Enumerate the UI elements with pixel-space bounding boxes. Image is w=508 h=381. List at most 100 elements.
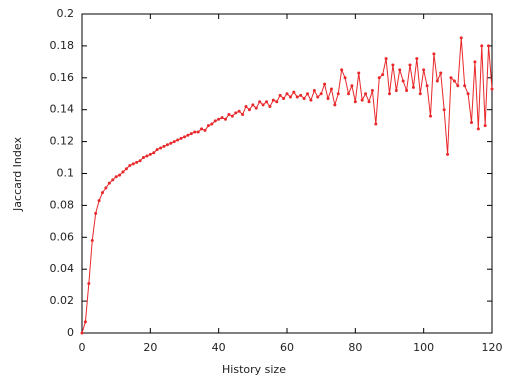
data-point [145, 154, 149, 158]
y-tick-label: 0.2 [57, 7, 75, 20]
y-axis-label: Jaccard Index [11, 137, 24, 212]
data-point [94, 211, 98, 215]
plot-frame [81, 13, 493, 334]
data-point [316, 95, 320, 99]
x-tick-label: 40 [212, 341, 226, 354]
data-point [278, 93, 282, 97]
data-point [473, 60, 477, 64]
y-tick-label: 0.04 [50, 262, 75, 275]
data-point [200, 127, 204, 131]
data-point [230, 114, 234, 118]
data-point [357, 71, 361, 75]
data-point [227, 112, 231, 116]
data-point [336, 92, 340, 96]
y-tick-label: 0.1 [57, 167, 75, 180]
data-point [169, 141, 173, 145]
data-point [446, 152, 450, 156]
data-point [329, 87, 333, 91]
data-point [224, 117, 227, 121]
data-point [343, 76, 347, 80]
data-point [391, 63, 395, 67]
data-point [480, 44, 484, 48]
x-tick-label: 80 [348, 341, 362, 354]
data-point [210, 122, 214, 126]
data-point [128, 164, 132, 168]
data-point [340, 68, 344, 72]
data-point [172, 140, 176, 144]
data-point [131, 162, 135, 166]
data-point [265, 100, 268, 104]
data-point [234, 111, 238, 115]
data-point [312, 89, 316, 93]
data-point [466, 92, 470, 96]
data-point [394, 89, 398, 93]
data-point [213, 119, 217, 123]
data-point [176, 138, 180, 142]
y-tick-label: 0.18 [50, 39, 75, 52]
data-point [295, 95, 299, 99]
data-point [90, 238, 94, 242]
data-point [83, 320, 87, 324]
data-point [288, 95, 292, 99]
data-point [206, 124, 210, 128]
data-point [309, 98, 313, 102]
data-point [347, 92, 350, 96]
data-point [422, 68, 426, 72]
x-tick-label: 20 [143, 341, 157, 354]
data-point [452, 79, 456, 83]
data-point [323, 82, 327, 86]
data-point [374, 122, 378, 126]
data-point [360, 98, 364, 102]
data-point [381, 73, 385, 77]
data-point [148, 152, 152, 156]
data-point [268, 105, 272, 109]
data-point [405, 89, 409, 93]
data-point [193, 130, 197, 134]
data-point [203, 128, 207, 132]
y-tick-label: 0.12 [50, 135, 75, 148]
data-point [384, 57, 388, 61]
data-point [353, 100, 357, 104]
data-point [415, 57, 419, 61]
data-point [97, 199, 101, 203]
y-tick-label: 0.08 [50, 198, 75, 211]
data-point [476, 127, 480, 131]
data-point [159, 146, 163, 150]
data-point [483, 124, 487, 128]
data-point [152, 151, 156, 155]
data-point [425, 84, 429, 88]
data-point [306, 92, 309, 96]
x-tick-label: 60 [280, 341, 294, 354]
data-point [111, 178, 115, 182]
data-point [302, 97, 306, 101]
data-point [442, 108, 446, 112]
data-point [261, 103, 265, 107]
y-tick-label: 0.06 [50, 230, 75, 243]
data-point [118, 173, 122, 177]
data-point [333, 103, 337, 107]
data-point [186, 133, 190, 137]
data-point [251, 103, 255, 107]
data-point [241, 112, 245, 116]
data-point [435, 79, 439, 83]
y-tick-label: 0.16 [50, 71, 75, 84]
data-point [101, 191, 104, 195]
data-point [411, 85, 415, 89]
data-point [142, 156, 145, 160]
data-point [370, 89, 374, 93]
data-point [470, 120, 473, 124]
data-point [432, 52, 436, 56]
data-point [326, 97, 330, 101]
data-point [449, 76, 453, 80]
data-point [196, 130, 200, 134]
data-line [81, 37, 493, 334]
data-point [124, 167, 128, 171]
y-tick-label: 0.02 [50, 294, 75, 307]
data-point [189, 132, 193, 136]
data-point [456, 84, 460, 88]
data-point [80, 331, 84, 335]
data-point [350, 84, 354, 88]
data-point [183, 135, 186, 139]
data-point [292, 90, 296, 94]
data-point [319, 92, 323, 96]
